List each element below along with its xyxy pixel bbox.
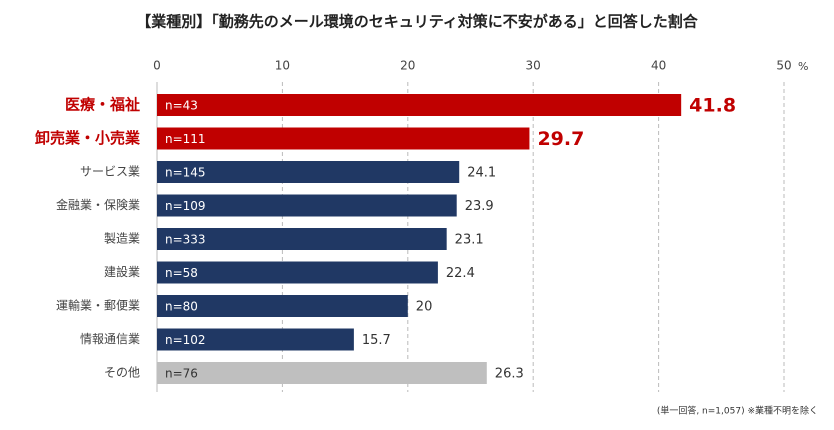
x-unit: % bbox=[798, 60, 808, 73]
bar bbox=[157, 328, 354, 351]
x-tick-label: 40 bbox=[651, 59, 666, 73]
sample-size: n=333 bbox=[165, 233, 206, 247]
sample-size: n=102 bbox=[165, 333, 206, 347]
bar bbox=[157, 194, 457, 217]
sample-size: n=80 bbox=[165, 300, 198, 314]
category-label: 医療・福祉 bbox=[65, 96, 140, 114]
value-label: 15.7 bbox=[362, 333, 391, 348]
category-label: その他 bbox=[104, 366, 140, 380]
x-tick-label: 10 bbox=[275, 59, 290, 73]
value-label: 29.7 bbox=[537, 128, 584, 150]
x-tick-label: 20 bbox=[400, 59, 415, 73]
sample-size: n=111 bbox=[165, 132, 206, 146]
value-label: 24.1 bbox=[467, 166, 496, 181]
sample-size: n=109 bbox=[165, 199, 206, 213]
sample-size: n=58 bbox=[165, 266, 198, 280]
bar bbox=[157, 94, 682, 116]
value-label: 23.1 bbox=[455, 233, 484, 248]
category-label: 金融業・保険業 bbox=[56, 197, 140, 212]
bar bbox=[157, 228, 447, 250]
category-label: サービス業 bbox=[80, 165, 140, 179]
bar bbox=[157, 362, 487, 384]
value-label: 41.8 bbox=[689, 95, 736, 117]
bar bbox=[157, 161, 460, 183]
note: (単一回答, n=1,057) ※業種不明を除く bbox=[657, 405, 818, 417]
x-tick-label: 50 bbox=[776, 59, 791, 73]
x-tick-label: 30 bbox=[526, 59, 541, 73]
category-label: 製造業 bbox=[104, 232, 140, 246]
category-label: 情報通信業 bbox=[80, 332, 140, 346]
category-label: 建設業 bbox=[104, 264, 140, 279]
bar bbox=[157, 295, 408, 317]
value-label: 22.4 bbox=[446, 266, 475, 281]
sample-size: n=76 bbox=[165, 367, 198, 381]
x-tick-label: 0 bbox=[153, 59, 161, 73]
sample-size: n=145 bbox=[165, 166, 206, 180]
value-label: 26.3 bbox=[495, 367, 524, 382]
category-label: 卸売業・小売業 bbox=[35, 129, 141, 147]
chart-title: 【業種別】「勤務先のメール環境のセキュリティ対策に不安がある」と回答した割合 bbox=[136, 13, 699, 31]
sample-size: n=43 bbox=[165, 99, 198, 113]
value-label: 20 bbox=[416, 300, 433, 315]
value-label: 23.9 bbox=[465, 199, 494, 214]
category-label: 運輸業・郵便業 bbox=[56, 298, 140, 313]
bar bbox=[157, 127, 530, 150]
bar bbox=[157, 261, 438, 284]
